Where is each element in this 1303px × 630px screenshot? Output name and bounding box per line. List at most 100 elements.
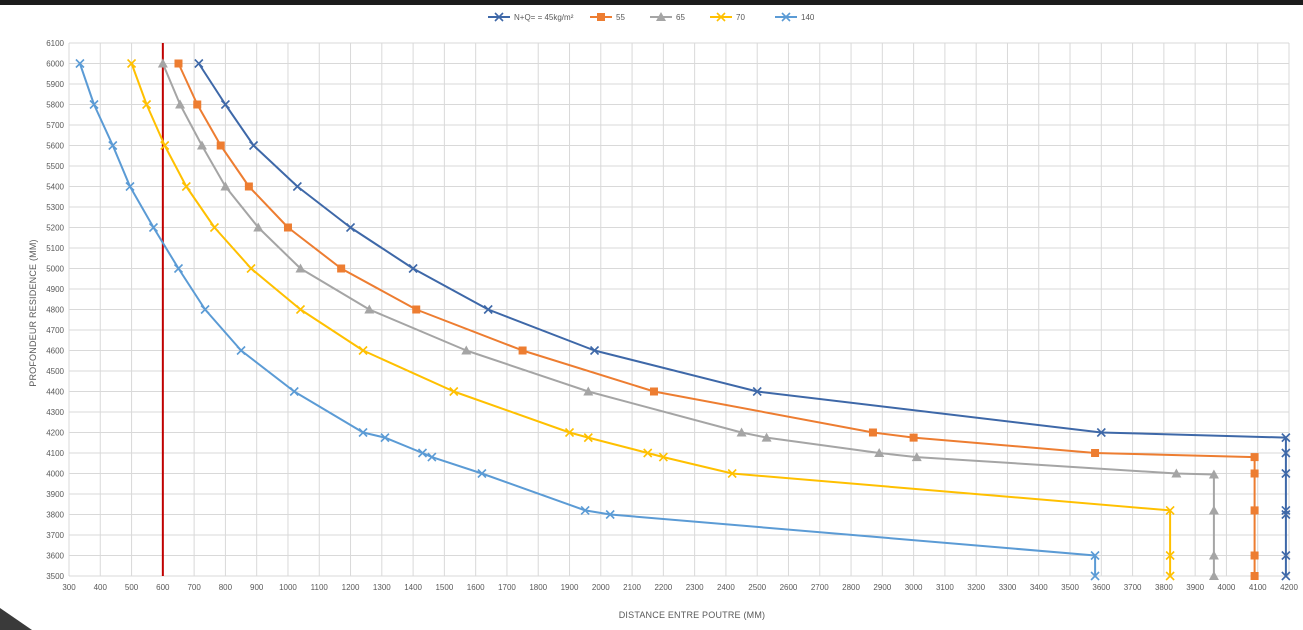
y-tick-label: 5700: [46, 121, 64, 130]
y-tick-label: 5900: [46, 80, 64, 89]
data-point: [1250, 453, 1259, 462]
x-tick-label: 2700: [811, 583, 829, 592]
data-point: [125, 181, 135, 192]
series-line: [130, 63, 1172, 576]
data-point: [461, 345, 472, 355]
legend-entry: 65: [650, 12, 685, 22]
gridlines: [68, 42, 1290, 577]
y-tick-label: 5800: [46, 101, 64, 110]
data-point: [727, 468, 737, 479]
data-point: [1208, 469, 1219, 479]
data-point: [1281, 468, 1291, 479]
x-axis-title: DISTANCE ENTRE POUTRE (MM): [619, 610, 766, 620]
data-point: [1250, 572, 1259, 580]
legend-entry: 140: [775, 12, 815, 22]
x-tick-label: 1900: [561, 583, 579, 592]
legend-entry: 70: [710, 12, 745, 22]
data-point: [209, 222, 220, 233]
data-point: [658, 452, 668, 462]
x-tick-label: 400: [94, 583, 108, 592]
x-tick-label: 2300: [686, 583, 704, 592]
y-tick-label: 3900: [46, 490, 64, 499]
series-1: [174, 59, 1259, 580]
data-point: [220, 181, 231, 191]
data-point: [477, 468, 487, 479]
x-tick-label: 4000: [1218, 583, 1236, 592]
x-tick-label: 1300: [373, 583, 391, 592]
x-tick-label: 2500: [748, 583, 766, 592]
y-tick-label: 3800: [46, 511, 64, 520]
data-point: [1165, 571, 1175, 581]
data-point: [1208, 550, 1219, 560]
series-0: [194, 58, 1291, 581]
data-point: [412, 305, 421, 314]
legend: N+Q= = 45kg/m² 55 65 70 140: [488, 12, 815, 22]
legend-label: 140: [801, 13, 815, 22]
y-tick-label: 4800: [46, 306, 64, 315]
y-tick-label: 4600: [46, 347, 64, 356]
data-point: [449, 386, 459, 397]
x-tick-label: 2100: [623, 583, 641, 592]
x-tick-label: 3700: [1124, 583, 1142, 592]
data-point: [564, 427, 575, 438]
data-point: [364, 304, 375, 314]
x-tick-label: 3400: [1030, 583, 1048, 592]
data-point: [108, 140, 118, 151]
data-point: [236, 345, 246, 356]
x-tick-label: 2600: [780, 583, 798, 592]
y-tick-label: 5500: [46, 162, 64, 171]
data-point: [160, 140, 170, 151]
data-point: [1250, 506, 1259, 515]
y-tick-label: 4000: [46, 470, 64, 479]
data-point: [1281, 433, 1291, 443]
x-tick-label: 1000: [279, 583, 297, 592]
y-tick-label: 4500: [46, 367, 64, 376]
y-axis-title: PROFONDEUR RESIDENCE (MM): [28, 239, 38, 387]
y-tick-label: 5600: [46, 142, 64, 151]
corner-shadow-decoration: [0, 608, 32, 630]
series-line: [177, 63, 1256, 576]
data-point: [417, 448, 428, 458]
x-tick-label: 3200: [967, 583, 985, 592]
y-tick-label: 3700: [46, 531, 64, 540]
data-point: [1171, 468, 1182, 478]
x-tick-label: 2900: [873, 583, 891, 592]
data-point: [1281, 448, 1291, 458]
data-point: [1096, 427, 1106, 438]
x-tick-label: 3600: [1092, 583, 1110, 592]
y-tick-label: 6100: [46, 39, 64, 48]
series-line: [197, 62, 1287, 576]
data-point: [1208, 505, 1219, 515]
y-tick-label: 4300: [46, 408, 64, 417]
y-tick-label: 4900: [46, 285, 64, 294]
data-point: [142, 99, 152, 110]
data-point: [716, 12, 726, 22]
x-tick-label: 2800: [842, 583, 860, 592]
data-point: [1281, 509, 1291, 520]
x-tick-label: 600: [156, 583, 170, 592]
y-tick-label: 4700: [46, 326, 64, 335]
data-point: [656, 12, 666, 21]
data-point: [911, 452, 922, 462]
x-tick-label: 1200: [342, 583, 360, 592]
series-4: [75, 58, 1100, 581]
data-point: [597, 13, 605, 21]
legend-entry: N+Q= = 45kg/m²: [488, 12, 574, 22]
data-point: [483, 304, 493, 315]
data-point: [1165, 505, 1175, 515]
data-point: [253, 222, 264, 232]
data-point: [181, 181, 191, 192]
data-point: [1281, 571, 1291, 581]
series-3: [126, 58, 1175, 581]
y-tick-label: 5400: [46, 183, 64, 192]
data-point: [583, 433, 593, 443]
x-tick-label: 4100: [1249, 583, 1267, 592]
x-tick-label: 300: [62, 583, 76, 592]
y-tick-label: 5300: [46, 203, 64, 212]
data-point: [194, 58, 204, 69]
data-point: [643, 448, 653, 458]
data-point: [1165, 550, 1175, 561]
data-point: [494, 12, 504, 22]
data-point: [874, 448, 885, 457]
